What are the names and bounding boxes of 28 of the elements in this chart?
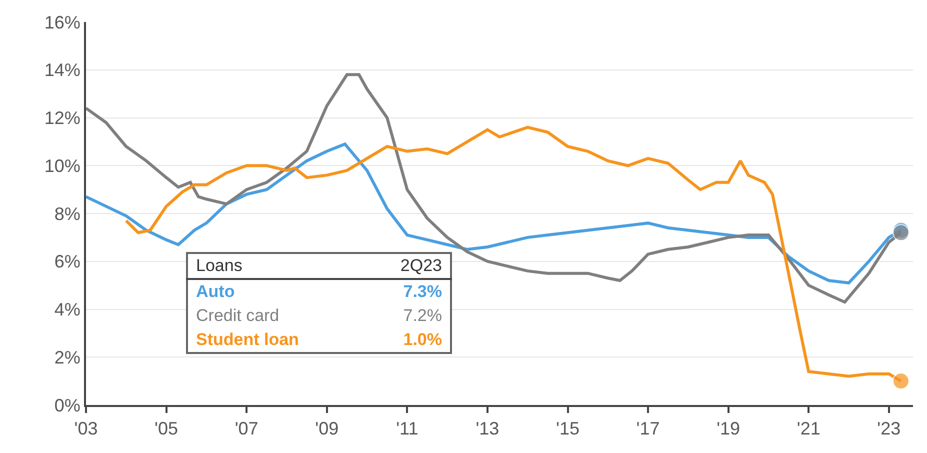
x-tick-label: '21	[796, 418, 820, 439]
y-tick-label: 12%	[44, 108, 80, 128]
legend-title: Loans	[187, 253, 364, 279]
y-tick-label: 10%	[44, 156, 80, 176]
y-tick-label: 8%	[54, 204, 80, 224]
x-tick-label: '17	[636, 418, 660, 439]
text: Credit card	[195, 305, 280, 327]
text: Auto	[195, 281, 236, 303]
x-tick-label: '23	[877, 418, 901, 439]
y-tick-label: 6%	[54, 252, 80, 272]
annotation: 7.3%	[402, 281, 443, 303]
annotation: 2Q23	[364, 253, 451, 279]
annotation: 1.0%	[402, 329, 443, 351]
x-tick-label: '07	[234, 418, 258, 439]
x-tick-label: '09	[315, 418, 339, 439]
y-tick-label: 14%	[44, 60, 80, 80]
x-tick-label: '19	[716, 418, 740, 439]
y-tick-label: 16%	[44, 12, 80, 32]
x-tick-label: '03	[74, 418, 98, 439]
y-tick-label: 4%	[54, 300, 80, 320]
x-tick-label: '15	[556, 418, 580, 439]
annotation: 7.2%	[402, 305, 443, 327]
text: Student loan	[195, 329, 300, 351]
y-tick-label: 2%	[54, 347, 80, 368]
x-tick-label: '05	[154, 418, 178, 439]
x-tick-label: '11	[396, 418, 418, 439]
y-tick-label: 0%	[54, 395, 80, 416]
x-tick-label: '13	[476, 418, 500, 439]
